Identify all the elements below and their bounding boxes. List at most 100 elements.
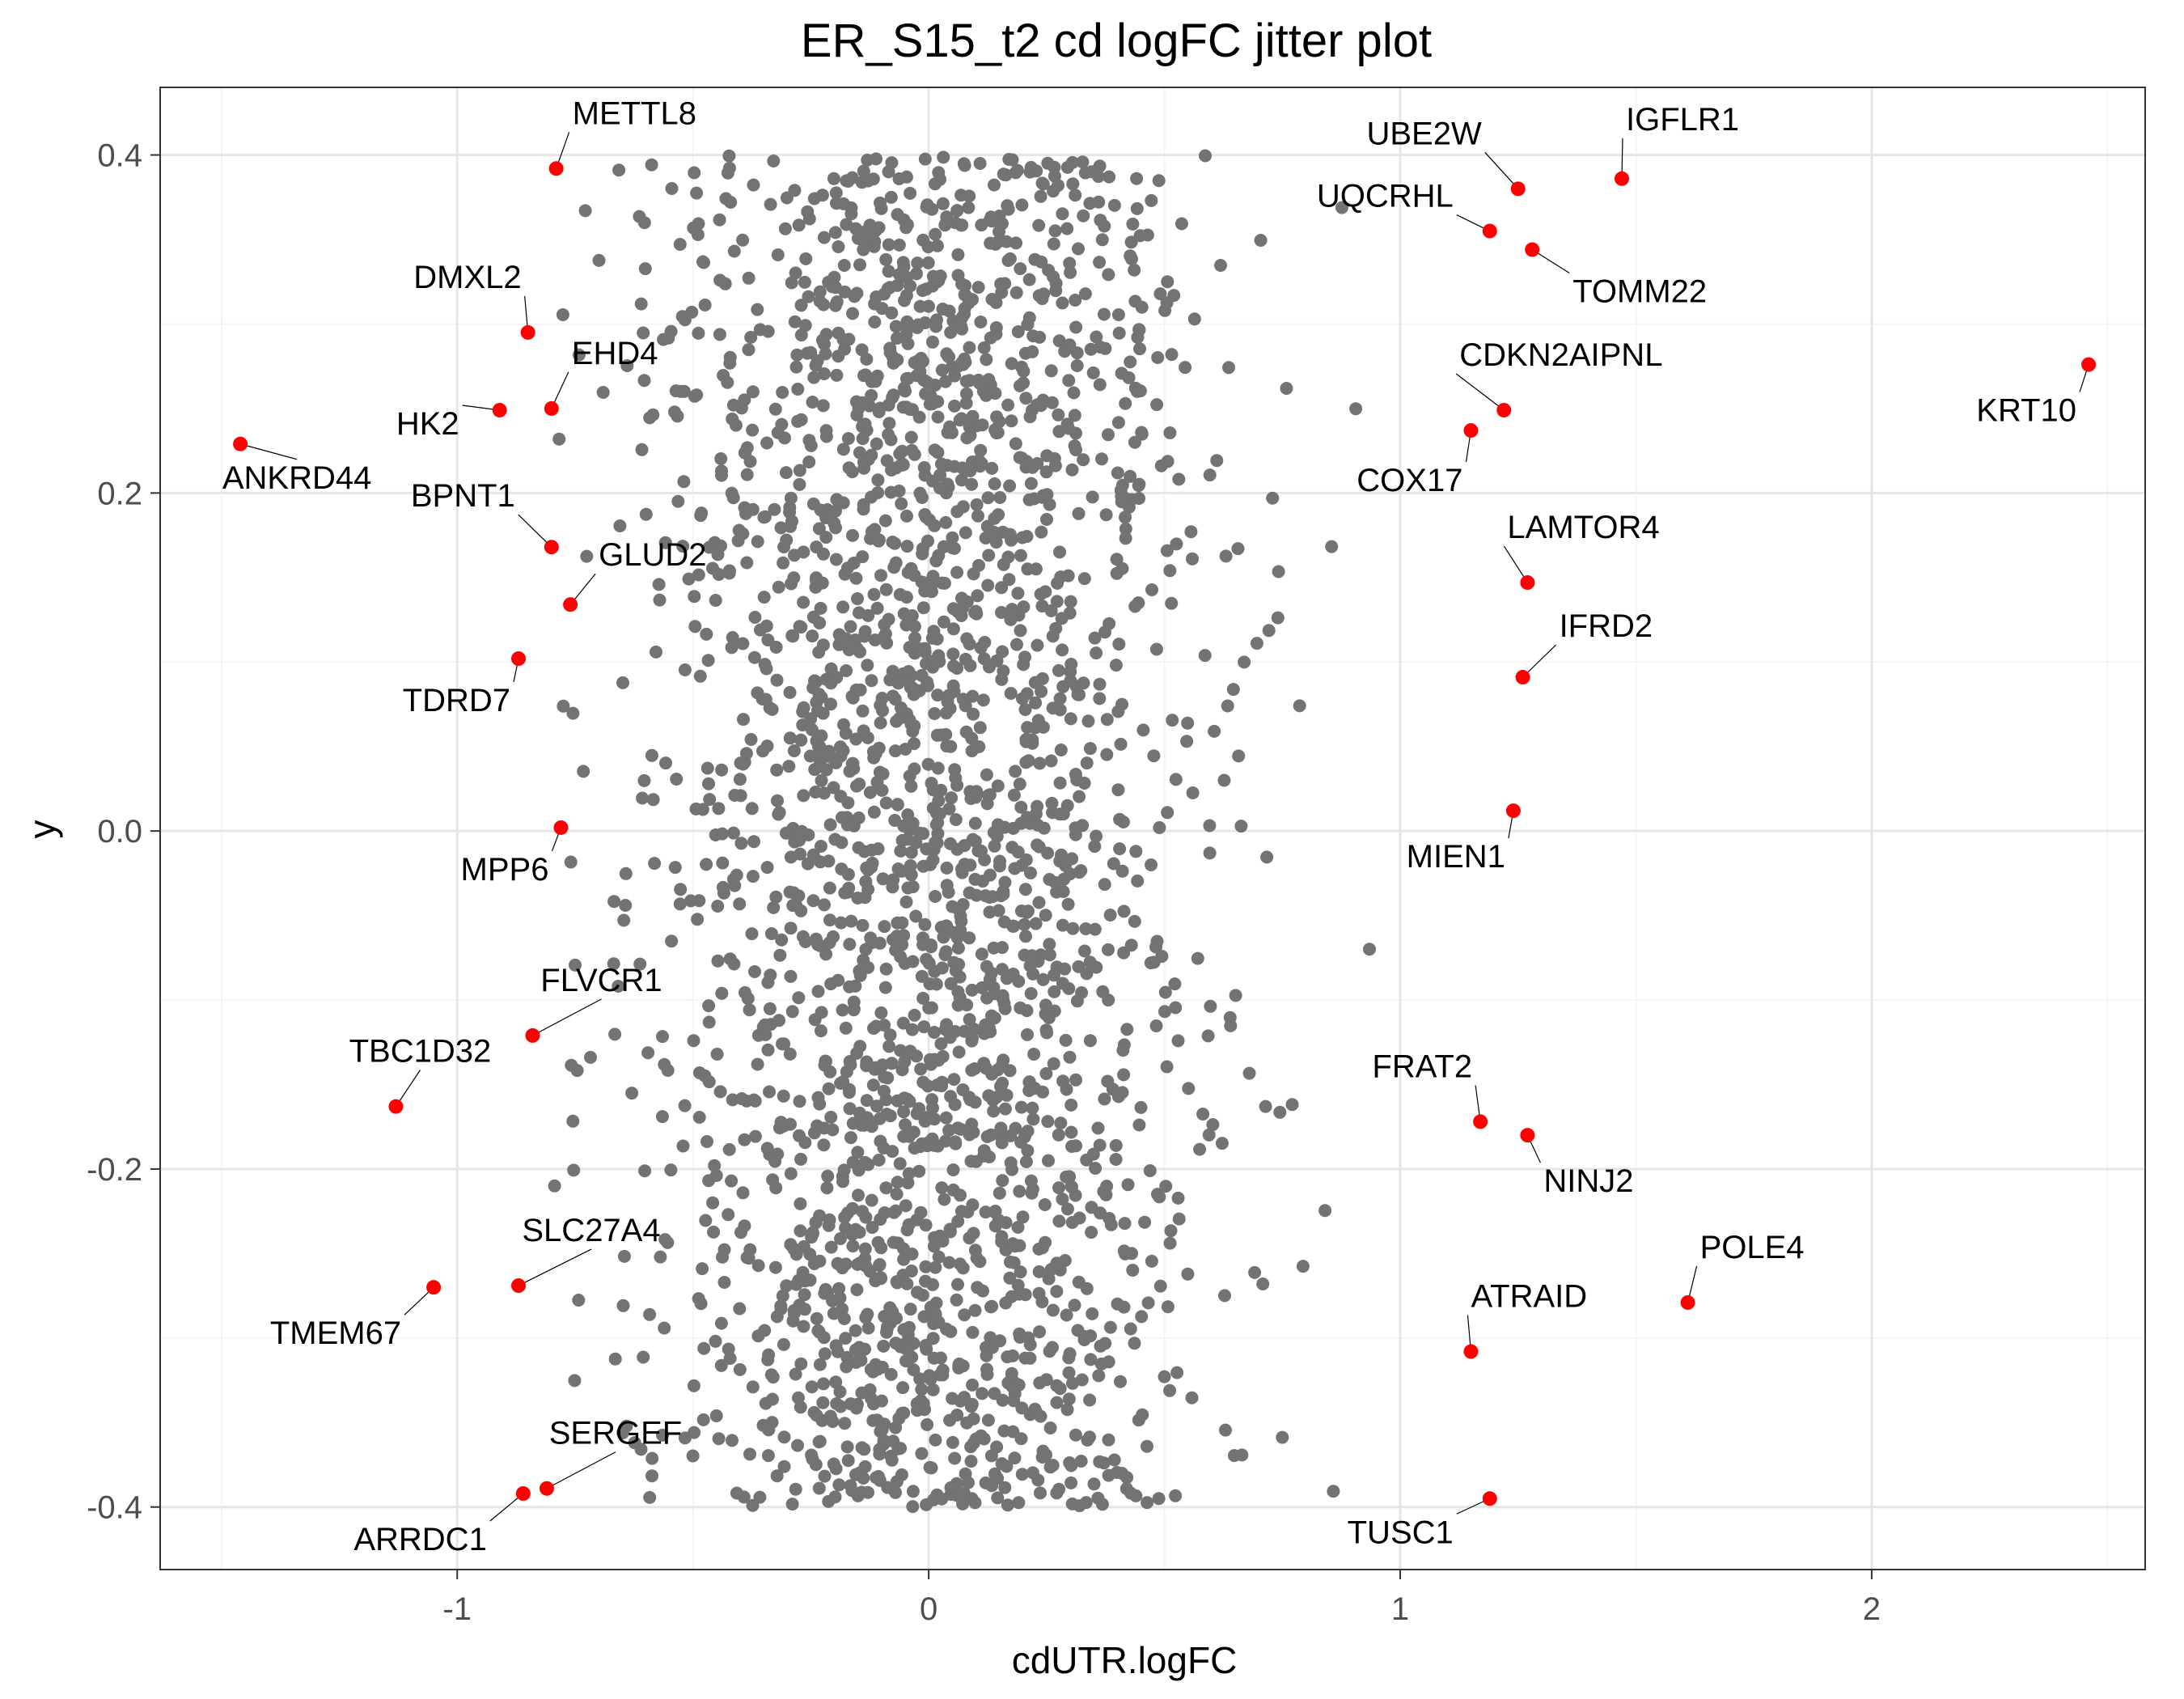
gene-point: [653, 593, 667, 607]
gene-point: [747, 650, 761, 664]
gene-point: [1152, 174, 1166, 188]
gene-point: [1118, 1217, 1132, 1231]
gene-point: [886, 933, 899, 947]
gene-point: [1128, 600, 1142, 613]
gene-point: [1128, 263, 1141, 277]
gene-point: [979, 1476, 993, 1489]
gene-point: [834, 1077, 848, 1090]
gene-point: [905, 1023, 919, 1036]
gene-point: [566, 1114, 580, 1128]
gene-point: [783, 731, 797, 745]
gene-point: [817, 367, 831, 380]
gene-point: [1002, 573, 1016, 587]
gene-point: [929, 227, 942, 241]
gene-point: [860, 353, 874, 366]
gene-point: [754, 623, 767, 637]
gene-point: [713, 273, 727, 287]
gene-point: [1062, 1392, 1076, 1406]
gene-point: [829, 756, 843, 769]
gene-point: [808, 763, 822, 777]
gene-point: [836, 1175, 849, 1188]
gene-point: [823, 818, 837, 832]
gene-point: [858, 1242, 872, 1256]
highlighted-gene-point: [1520, 1128, 1535, 1143]
gene-label: DMXL2: [413, 260, 521, 295]
gene-point: [814, 855, 827, 869]
gene-point: [976, 693, 990, 707]
gene-point: [857, 1443, 871, 1456]
gene-point: [734, 837, 748, 850]
gene-point: [806, 497, 820, 511]
gene-point: [870, 601, 884, 615]
gene-point: [882, 265, 895, 278]
gene-point: [1215, 1137, 1229, 1150]
gene-point: [875, 783, 889, 797]
gene-point: [1073, 1499, 1086, 1513]
gene-point: [879, 252, 893, 266]
gene-point: [1051, 576, 1064, 590]
gene-point: [968, 1496, 982, 1510]
gene-point: [991, 1472, 1005, 1485]
gene-point: [1033, 330, 1047, 344]
gene-point: [1065, 463, 1079, 477]
gene-point: [962, 296, 976, 310]
gene-point: [1145, 858, 1158, 871]
gene-point: [1046, 806, 1060, 820]
gene-point: [987, 941, 1001, 955]
gene-point: [661, 1064, 675, 1077]
highlighted-gene-point: [520, 324, 535, 340]
gene-point: [830, 671, 844, 684]
gene-point: [1056, 207, 1069, 221]
gene-point: [788, 184, 802, 197]
gene-point: [911, 256, 925, 270]
gene-point: [763, 1002, 777, 1015]
gene-point: [838, 1417, 852, 1430]
gene-point: [865, 1392, 878, 1405]
gene-point: [1185, 1391, 1199, 1405]
gene-point: [890, 1187, 904, 1201]
gene-point: [1010, 638, 1023, 651]
gene-point: [1014, 1100, 1028, 1114]
highlighted-gene-point: [544, 400, 559, 416]
gene-point: [954, 914, 968, 928]
gene-point: [1060, 799, 1074, 812]
gene-point: [797, 789, 811, 803]
gene-point: [875, 1360, 889, 1374]
gene-point: [709, 1409, 723, 1422]
gene-point: [809, 786, 823, 799]
gene-point: [845, 1484, 859, 1498]
gene-point: [812, 1481, 826, 1495]
gene-point: [827, 781, 840, 794]
gene-point: [804, 712, 818, 726]
y-tick-label: -0.2: [87, 1152, 142, 1188]
gene-point: [1222, 361, 1235, 375]
gene-point: [633, 210, 646, 223]
gene-point: [971, 844, 985, 858]
gene-point: [929, 1260, 942, 1274]
gene-label: UQCRHL: [1317, 179, 1454, 214]
gene-point: [726, 491, 740, 505]
gene-point: [1050, 1285, 1064, 1299]
gene-point: [1165, 596, 1179, 610]
gene-point: [1024, 160, 1038, 174]
gene-point: [811, 938, 825, 951]
gene-label: TUSC1: [1348, 1515, 1454, 1550]
gene-point: [858, 891, 872, 905]
gene-point: [1107, 198, 1121, 212]
gene-point: [1064, 674, 1077, 688]
gene-point: [935, 363, 949, 377]
gene-point: [963, 931, 976, 945]
gene-point: [776, 386, 789, 399]
label-leader-line: [239, 443, 298, 460]
gene-point: [827, 172, 840, 185]
gene-point: [926, 655, 940, 668]
gene-point: [989, 328, 1003, 341]
gene-point: [779, 826, 793, 840]
gene-point: [914, 1205, 928, 1219]
gene-point: [954, 1205, 968, 1218]
gene-point: [756, 1418, 770, 1432]
gene-point: [765, 702, 779, 716]
gene-point: [1043, 938, 1056, 951]
gene-point: [916, 938, 929, 951]
gene-point: [725, 1174, 739, 1188]
